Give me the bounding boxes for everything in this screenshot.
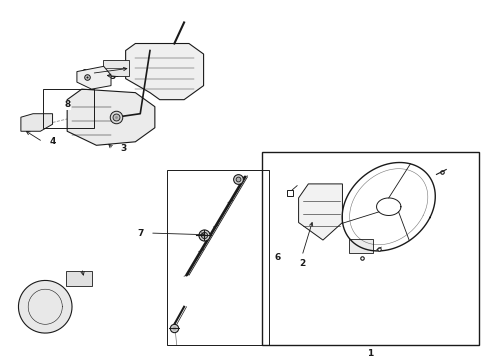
FancyBboxPatch shape	[103, 60, 129, 76]
Bar	[262, 152, 479, 345]
Text: 4: 4	[49, 137, 55, 146]
Text: 9: 9	[81, 69, 87, 78]
FancyBboxPatch shape	[66, 271, 93, 287]
Polygon shape	[19, 280, 72, 333]
Polygon shape	[125, 44, 203, 100]
Polygon shape	[21, 114, 52, 131]
Polygon shape	[77, 66, 111, 89]
Text: 3: 3	[121, 144, 127, 153]
Polygon shape	[298, 184, 343, 240]
Bar	[167, 170, 270, 345]
Text: 5: 5	[110, 72, 116, 81]
Bar	[43, 89, 94, 128]
Text: 7: 7	[137, 229, 144, 238]
Text: 1: 1	[368, 349, 373, 358]
Text: 2: 2	[299, 259, 305, 268]
Text: 6: 6	[274, 253, 280, 262]
FancyBboxPatch shape	[349, 239, 373, 253]
Polygon shape	[67, 89, 155, 145]
Text: 8: 8	[64, 100, 70, 109]
